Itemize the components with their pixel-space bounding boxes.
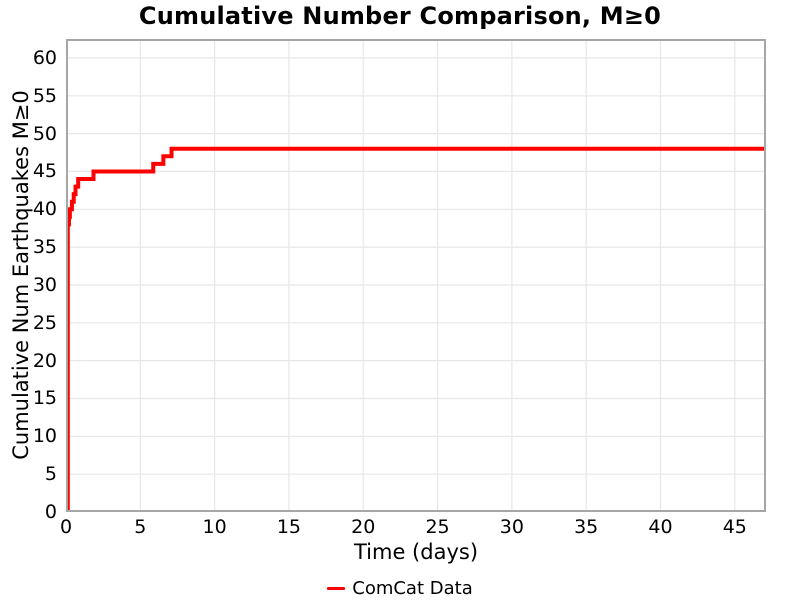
y-tick-label: 15 [32,387,57,410]
y-tick-label: 60 [32,46,57,69]
x-tick-label: 25 [425,516,450,538]
chart-canvas [66,39,766,512]
series-line-comcat [66,146,766,512]
plot-area [66,39,766,512]
legend-line-marker [327,586,346,590]
y-tick-label: 25 [32,311,57,334]
y-tick-label: 5 [44,463,57,486]
x-axis-label: Time (days) [353,540,479,564]
legend: ComCat Data [0,576,800,600]
x-tick-label: 30 [499,516,524,538]
y-tick-label: 45 [32,160,57,183]
x-tick-label: 40 [648,516,673,538]
x-tick-label: 45 [722,516,747,538]
y-tick-label: 0 [44,501,57,523]
y-tick-label: 30 [32,273,57,296]
x-tick-label: 10 [202,516,227,538]
y-tick-label: 55 [32,84,57,107]
y-tick-label: 50 [32,122,57,145]
plot-border [66,39,766,512]
y-tick-label: 20 [32,349,57,372]
y-tick-label: 10 [32,425,57,448]
legend-label: ComCat Data [352,577,473,599]
chart-title: Cumulative Number Comparison, M≥0 [138,2,662,30]
x-tick-label: 35 [574,516,599,538]
x-tick-label: 15 [276,516,302,538]
x-tick-label: 0 [59,516,73,538]
x-tick-label: 20 [351,516,376,538]
y-tick-label: 35 [32,236,57,259]
x-tick-label: 5 [134,516,147,538]
y-tick-label: 40 [32,198,57,221]
